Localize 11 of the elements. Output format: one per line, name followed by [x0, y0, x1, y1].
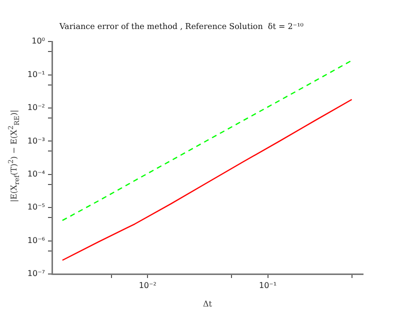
y-tick-label: 10⁻¹	[27, 70, 45, 79]
y-tick-label: 10⁻²	[27, 103, 45, 112]
y-tick-label: 10⁻⁵	[27, 202, 45, 212]
y-tick-label: 10⁻⁷	[27, 269, 45, 278]
y-tick-label: 10⁰	[32, 36, 45, 46]
y-tick-label: 10⁻⁴	[27, 169, 45, 178]
y-tick-label: 10⁻³	[27, 136, 45, 146]
x-axis-title: Δt	[203, 299, 213, 308]
chart-title: Variance error of the method , Reference Solution δt = 2⁻¹⁰	[58, 22, 304, 31]
line-series	[62, 60, 352, 222]
y-tick-label: 10⁻⁶	[27, 236, 45, 245]
